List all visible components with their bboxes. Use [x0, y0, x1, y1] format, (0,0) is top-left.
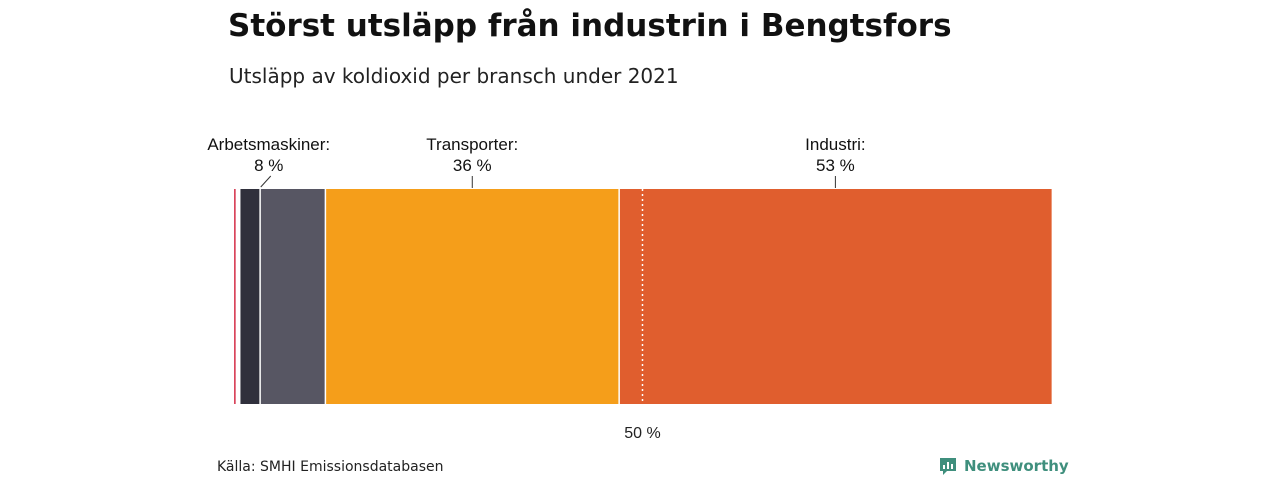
segment-value-label: 36 %: [453, 156, 492, 175]
bar-segment-4: [325, 189, 620, 404]
bar-segment-0: [234, 189, 237, 404]
bar-segment-1: [236, 189, 240, 404]
source-note: Källa: SMHI Emissionsdatabasen: [217, 459, 444, 475]
newsworthy-logo-icon: [940, 458, 956, 475]
reference-line-group: 50 %: [624, 189, 661, 442]
bar-segment-2: [239, 189, 261, 404]
bar-segment-5: [619, 189, 1052, 404]
brand-name: Newsworthy: [964, 457, 1069, 475]
segment-label: Industri:: [805, 135, 865, 154]
segment-label: Arbetsmaskiner:: [207, 135, 330, 154]
segment-labels: Arbetsmaskiner: 8 % Transporter: 36 % Indust…: [207, 135, 866, 188]
chart-title: Störst utsläpp från industrin i Bengtsfo…: [228, 8, 952, 44]
segment-value-label: 8 %: [254, 156, 283, 175]
newsworthy-logo: Newsworthy: [938, 456, 1069, 476]
bar-segments: [234, 189, 1052, 404]
segment-label: Transporter:: [426, 135, 518, 154]
reference-line-label: 50 %: [624, 425, 660, 442]
chart-subtitle: Utsläpp av koldioxid per bransch under 2…: [229, 64, 679, 88]
segment-value-label: 53 %: [816, 156, 855, 175]
label-leader-line: [260, 175, 272, 188]
bar-segment-3: [260, 189, 326, 404]
